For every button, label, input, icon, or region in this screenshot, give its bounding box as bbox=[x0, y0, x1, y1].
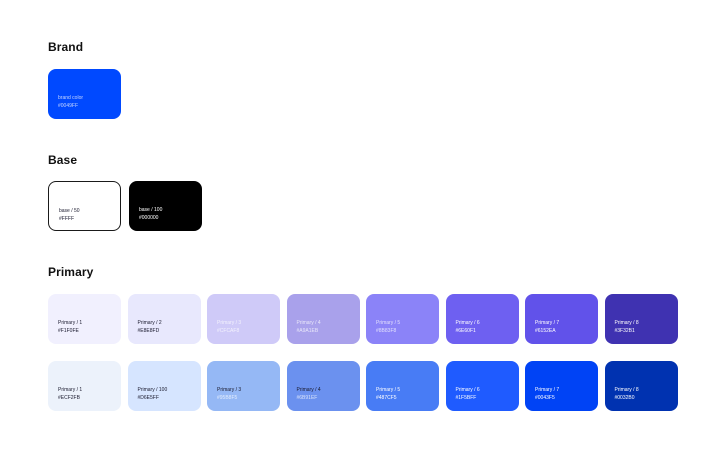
swatch-primary-row2-4[interactable]: Primary / 4 #6B91EF bbox=[286, 361, 360, 411]
swatch-primary-row1-8[interactable]: Primary / 8 #3F32B1 bbox=[604, 294, 678, 344]
swatch-primary-row2-8[interactable]: Primary / 8 #0032B0 bbox=[604, 361, 678, 411]
swatch-primary-row2-7[interactable]: Primary / 7 #0043F5 bbox=[525, 361, 598, 411]
swatch-primary-row2-2[interactable]: Primary / 100 #D6E5FF bbox=[127, 361, 201, 411]
swatch-hex: #E8E8FD bbox=[137, 328, 160, 334]
base-section-title: Base bbox=[48, 153, 78, 167]
swatch-primary-row1-3[interactable]: Primary / 3 #CFCAF8 bbox=[207, 294, 280, 344]
swatch-name: Primary / 1 bbox=[58, 320, 83, 326]
swatch-name: Primary / 4 bbox=[296, 320, 321, 326]
swatch-primary-row2-3[interactable]: Primary / 3 #95B8F5 bbox=[207, 361, 280, 411]
swatch-hex: #0049FF bbox=[58, 103, 79, 109]
swatch-hex: #1F5BFF bbox=[455, 395, 477, 401]
primary-section-title: Primary bbox=[48, 265, 94, 279]
swatch-name: Primary / 100 bbox=[137, 387, 168, 393]
swatch-hex: #0043F5 bbox=[535, 395, 555, 401]
swatch-name: Primary / 3 bbox=[217, 320, 242, 326]
swatch-name: Primary / 8 bbox=[614, 320, 639, 326]
swatch-name: Primary / 3 bbox=[217, 387, 242, 393]
swatch-name: Primary / 5 bbox=[376, 387, 401, 393]
swatch-name: Primary / 2 bbox=[137, 320, 162, 326]
swatch-base-50[interactable]: base / 50 #FFFF bbox=[48, 181, 121, 231]
swatch-hex: #6B91EF bbox=[296, 395, 318, 401]
swatch-primary-row2-5[interactable]: Primary / 5 #487CF5 bbox=[366, 361, 439, 411]
swatch-name: base / 50 bbox=[59, 208, 80, 214]
swatch-name: Primary / 4 bbox=[296, 387, 321, 393]
swatch-primary-row1-7[interactable]: Primary / 7 #6152EA bbox=[525, 294, 598, 344]
swatch-hex: #000000 bbox=[139, 215, 159, 221]
swatch-hex: #ECF2FB bbox=[58, 395, 80, 401]
swatch-name: Primary / 7 bbox=[535, 387, 560, 393]
swatch-primary-row1-2[interactable]: Primary / 2 #E8E8FD bbox=[127, 294, 201, 344]
swatch-hex: #FFFF bbox=[59, 216, 74, 222]
swatch-primary-row2-1[interactable]: Primary / 1 #ECF2FB bbox=[48, 361, 121, 411]
swatch-hex: #3F32B1 bbox=[614, 328, 635, 334]
swatch-base-100[interactable]: base / 100 #000000 bbox=[129, 181, 202, 231]
swatch-hex: #D6E5FF bbox=[137, 395, 159, 401]
swatch-name: brand color bbox=[58, 95, 84, 101]
swatch-primary-row1-4[interactable]: Primary / 4 #A9A1EB bbox=[286, 294, 360, 344]
swatch-name: Primary / 6 bbox=[455, 320, 480, 326]
swatch-hex: #A9A1EB bbox=[296, 328, 319, 334]
swatch-primary-row1-1[interactable]: Primary / 1 #F1F0FE bbox=[48, 294, 121, 344]
swatch-hex: #6152EA bbox=[535, 328, 556, 334]
swatch-hex: #95B8F5 bbox=[217, 395, 238, 401]
swatch-name: Primary / 6 bbox=[455, 387, 480, 393]
swatch-hex: #0032B0 bbox=[614, 395, 635, 401]
swatch-hex: #487CF5 bbox=[376, 395, 397, 401]
swatch-hex: #6E60F1 bbox=[455, 328, 476, 334]
swatch-primary-row1-6[interactable]: Primary / 6 #6E60F1 bbox=[445, 294, 519, 344]
swatch-name: base / 100 bbox=[139, 207, 163, 213]
swatch-primary-row2-6[interactable]: Primary / 6 #1F5BFF bbox=[445, 361, 519, 411]
swatch-hex: #CFCAF8 bbox=[217, 328, 240, 334]
swatch-brand-color[interactable]: brand color #0049FF bbox=[48, 69, 121, 119]
swatch-hex: #F1F0FE bbox=[58, 328, 79, 334]
swatch-name: Primary / 8 bbox=[614, 387, 639, 393]
swatch-hex: #8B83F8 bbox=[376, 328, 397, 334]
swatch-name: Primary / 5 bbox=[376, 320, 401, 326]
brand-section-title: Brand bbox=[48, 40, 84, 54]
swatch-primary-row1-5[interactable]: Primary / 5 #8B83F8 bbox=[366, 294, 439, 344]
swatch-name: Primary / 7 bbox=[535, 320, 560, 326]
swatch-name: Primary / 1 bbox=[58, 387, 83, 393]
